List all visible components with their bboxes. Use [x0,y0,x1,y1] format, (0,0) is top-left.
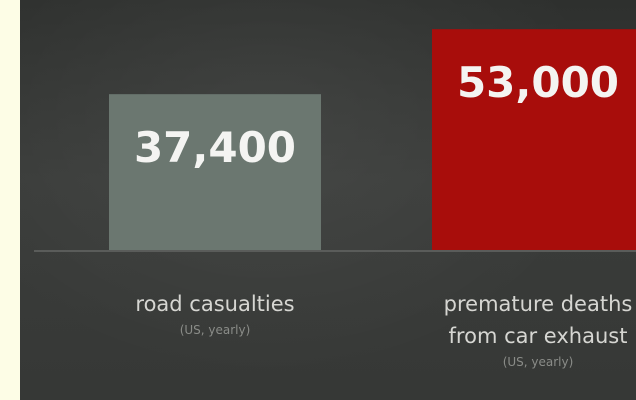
category-label-2-line-1: premature deaths [444,292,633,316]
bar-value-label-1: 37,400 [134,123,296,172]
bar-value-label-2: 53,000 [457,58,619,107]
category-note-1: (US, yearly) [180,323,251,337]
category-note-2: (US, yearly) [503,355,574,369]
bar-2 [432,29,636,250]
chart-frame: 37,400 road casualties (US, yearly) 53,000 p… [20,0,636,400]
category-label-1-line-1: road casualties [135,292,294,316]
category-label-2-line-2: from car exhaust [449,324,628,348]
bar-1 [109,94,321,251]
bar-chart: 37,400 road casualties (US, yearly) 53,000 p… [34,29,636,369]
